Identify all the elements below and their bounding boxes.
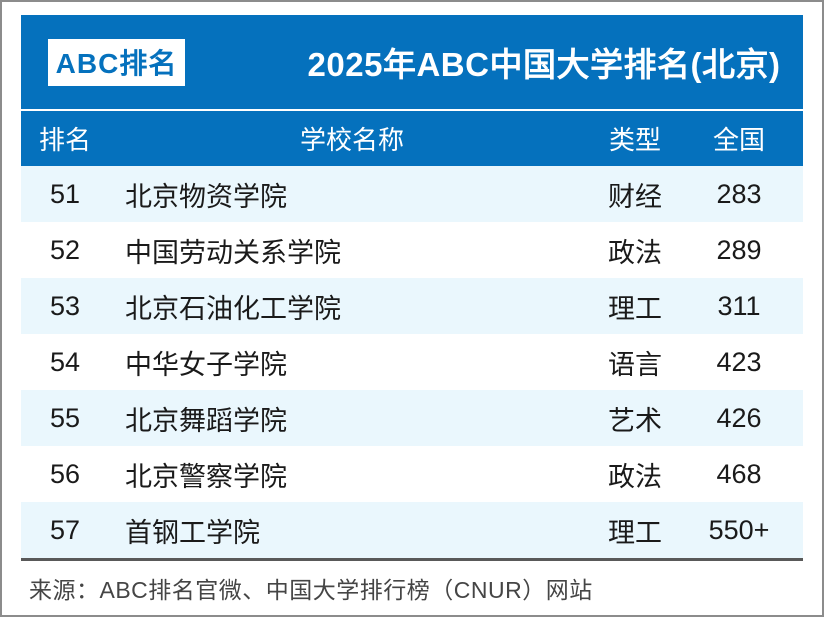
rank-cell: 52 [49,234,81,265]
table-row: 52 中国劳动关系学院 政法 289 [21,222,803,278]
column-header-type: 类型 [608,125,661,155]
national-cell: 468 [716,458,762,489]
school-cell: 中国劳动关系学院 [125,237,341,268]
rank-cell: 55 [49,402,81,433]
national-cell: 283 [716,178,762,209]
type-cell: 理工 [608,517,662,548]
column-header-school: 学校名称 [299,125,404,155]
table-row: 56 北京警察学院 政法 468 [21,446,803,502]
column-header-national: 全国 [712,125,765,155]
type-cell: 语言 [608,349,662,380]
national-cell: 423 [716,346,762,377]
brand-badge-label: ABC排名 [55,48,178,79]
rank-cell: 51 [49,178,81,209]
national-cell: 550+ [708,514,770,545]
school-cell: 北京石油化工学院 [125,293,341,324]
national-cell: 311 [717,290,761,321]
type-cell: 理工 [608,293,662,324]
rank-cell: 53 [49,290,81,321]
table-row: 53 北京石油化工学院 理工 311 [21,278,803,334]
national-cell: 289 [716,234,762,265]
rank-cell: 56 [49,458,81,489]
header-banner: ABC排名 2025年ABC中国大学排名(北京) [21,15,803,109]
school-cell: 北京舞蹈学院 [125,405,287,436]
type-cell: 政法 [608,461,662,492]
school-cell: 中华女子学院 [125,349,287,380]
table-row: 54 中华女子学院 语言 423 [21,334,803,390]
column-header-rank: 排名 [38,125,91,155]
school-cell: 首钢工学院 [125,517,260,548]
table-row: 51 北京物资学院 财经 283 [21,166,803,222]
page-title: 2025年ABC中国大学排名(北京) [307,46,781,83]
source-attribution: 来源：ABC排名官微、中国大学排行榜（CNUR）网站 [29,577,593,603]
school-cell: 北京警察学院 [125,461,287,492]
table-row: 55 北京舞蹈学院 艺术 426 [21,390,803,446]
table-bottom-rule [21,558,803,561]
table-row: 57 首钢工学院 理工 550+ [21,502,803,558]
table-body: 51 北京物资学院 财经 283 52 中国劳动关系学院 政法 289 53 北… [21,166,803,558]
type-cell: 财经 [608,181,662,212]
brand-badge: ABC排名 [48,38,185,86]
rank-cell: 54 [49,346,81,377]
type-cell: 政法 [608,237,662,268]
type-cell: 艺术 [608,405,662,436]
table-header-row: 排名 学校名称 类型 全国 [21,109,803,166]
rank-cell: 57 [49,514,81,545]
national-cell: 426 [716,402,762,433]
school-cell: 北京物资学院 [125,181,287,212]
